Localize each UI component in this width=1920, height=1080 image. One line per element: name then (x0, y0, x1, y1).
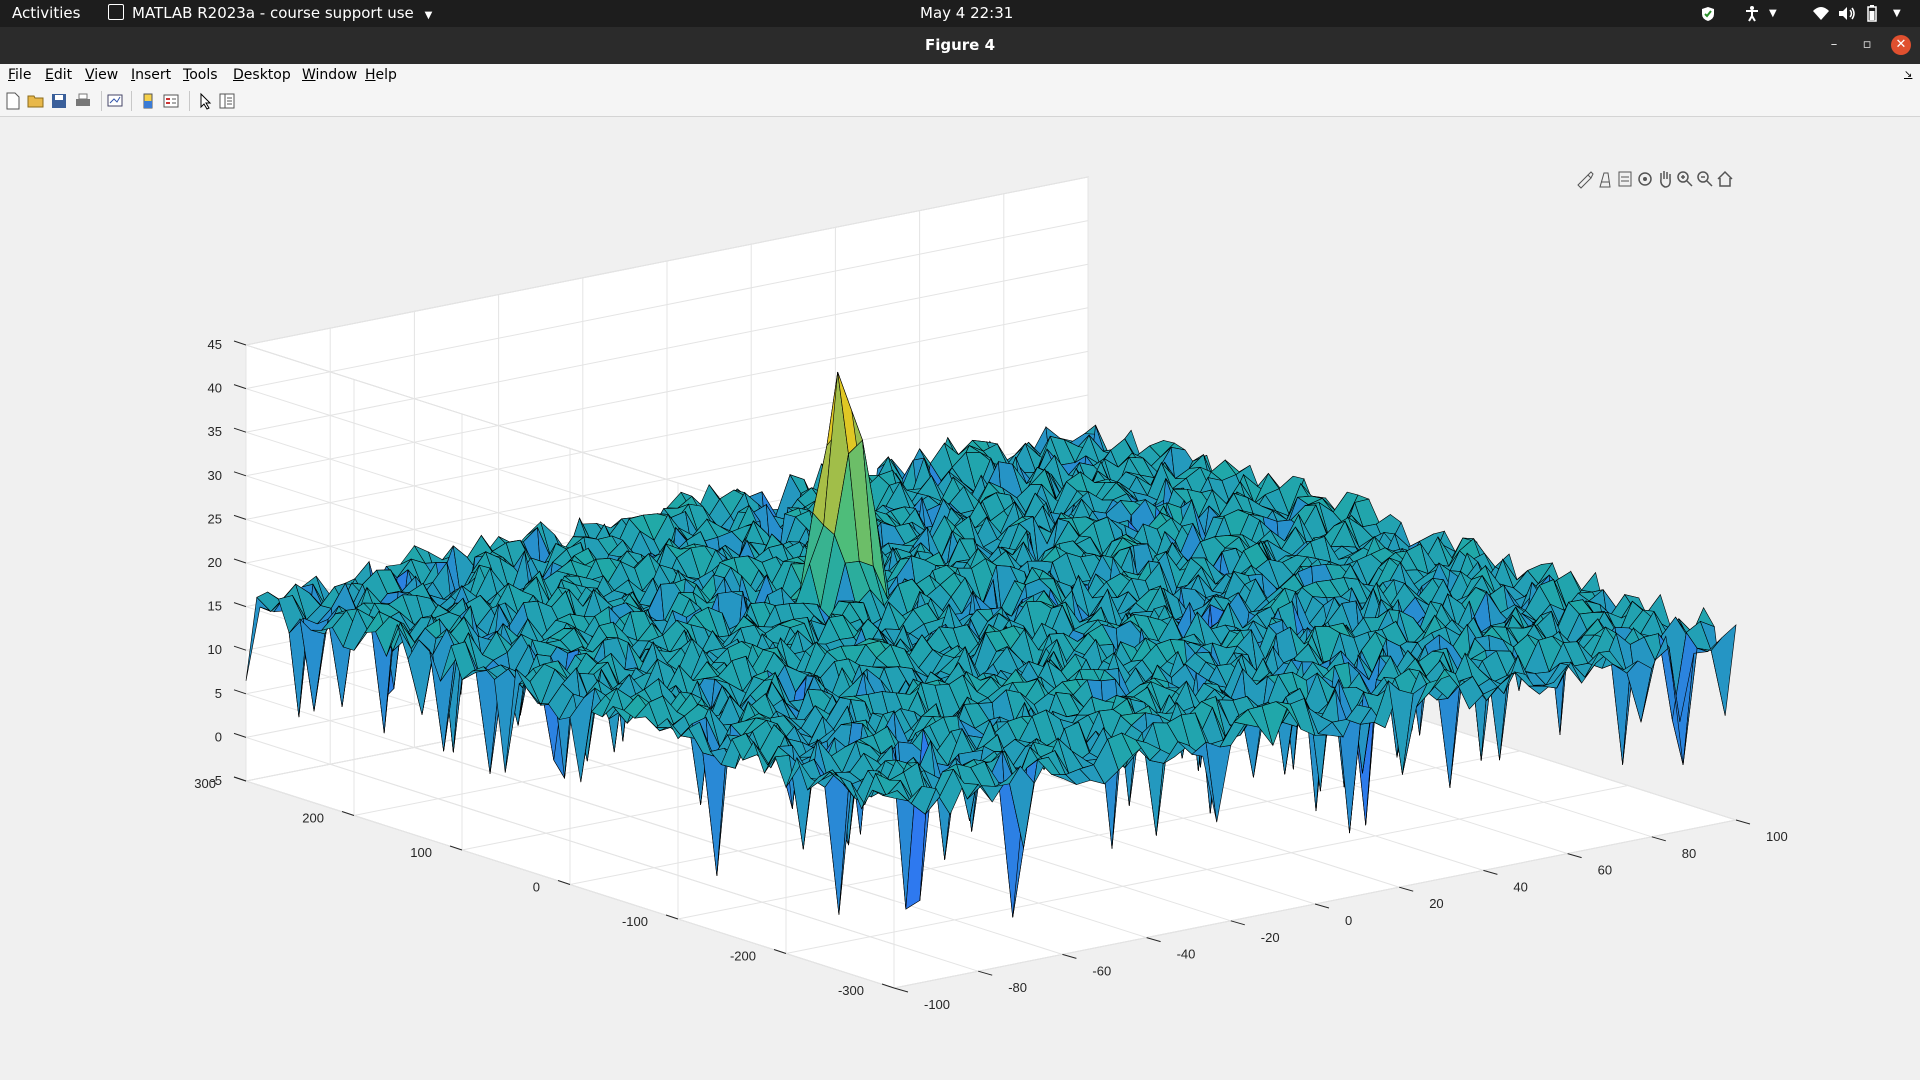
edit-plot-icon[interactable] (196, 92, 214, 110)
close-button[interactable]: ✕ (1891, 35, 1911, 55)
chevron-down-icon[interactable]: ▼ (1769, 8, 1777, 19)
chevron-down-icon[interactable]: ▼ (1893, 8, 1901, 19)
maximize-button[interactable]: ▫ (1862, 37, 1872, 52)
open-icon[interactable] (27, 92, 45, 110)
insert-legend-icon[interactable] (162, 92, 180, 110)
link-plot-icon[interactable] (106, 92, 124, 110)
window-title: Figure 4 (924, 36, 996, 54)
rotate-3d-icon[interactable] (1636, 169, 1654, 189)
export-icon[interactable] (1616, 169, 1634, 189)
print-icon[interactable] (74, 92, 92, 110)
toolbar-separator (101, 91, 102, 111)
menu-insert[interactable]: Insert (131, 67, 172, 83)
menu-window[interactable]: Window (302, 67, 358, 83)
menu-view[interactable]: View (85, 67, 119, 83)
matlab-app-icon (108, 4, 124, 20)
system-top-bar: Activities MATLAB R2023a - course suppor… (0, 0, 1920, 27)
property-inspector-icon[interactable] (218, 92, 236, 110)
toolbar-separator (189, 91, 190, 111)
menu-desktop[interactable]: Desktop (233, 67, 291, 83)
brush-icon[interactable] (1576, 169, 1594, 189)
figure-canvas (0, 117, 1920, 1080)
activities-button[interactable]: Activities (12, 4, 81, 22)
save-icon[interactable] (50, 92, 68, 110)
app-name-label: MATLAB R2023a - course support use (132, 4, 414, 22)
chevron-down-icon: ▼ (424, 10, 433, 21)
zoom-in-icon[interactable] (1676, 169, 1694, 189)
figure-toolbar (0, 86, 1920, 117)
zoom-out-icon[interactable] (1696, 169, 1714, 189)
home-icon[interactable] (1716, 169, 1734, 189)
new-figure-icon[interactable] (4, 92, 22, 110)
menu-file[interactable]: File (8, 67, 32, 83)
clock-button[interactable]: May 4 22:31 (920, 4, 1014, 22)
menu-help[interactable]: Help (365, 67, 397, 83)
pan-icon[interactable] (1656, 169, 1674, 189)
menu-bar: File Edit View Insert Tools Desktop Wind… (0, 64, 1920, 86)
insert-colorbar-icon[interactable] (139, 92, 157, 110)
toolbar-separator (131, 91, 132, 111)
data-tips-icon[interactable] (1596, 169, 1614, 189)
dock-arrow-icon[interactable]: ↘ (1904, 69, 1913, 80)
minimize-button[interactable]: – (1830, 37, 1838, 52)
window-title-bar: Figure 4 – ▫ ✕ (0, 27, 1920, 64)
menu-edit[interactable]: Edit (45, 67, 73, 83)
app-menu-button[interactable]: MATLAB R2023a - course support use ▼ (108, 0, 432, 27)
menu-tools[interactable]: Tools (183, 67, 218, 83)
